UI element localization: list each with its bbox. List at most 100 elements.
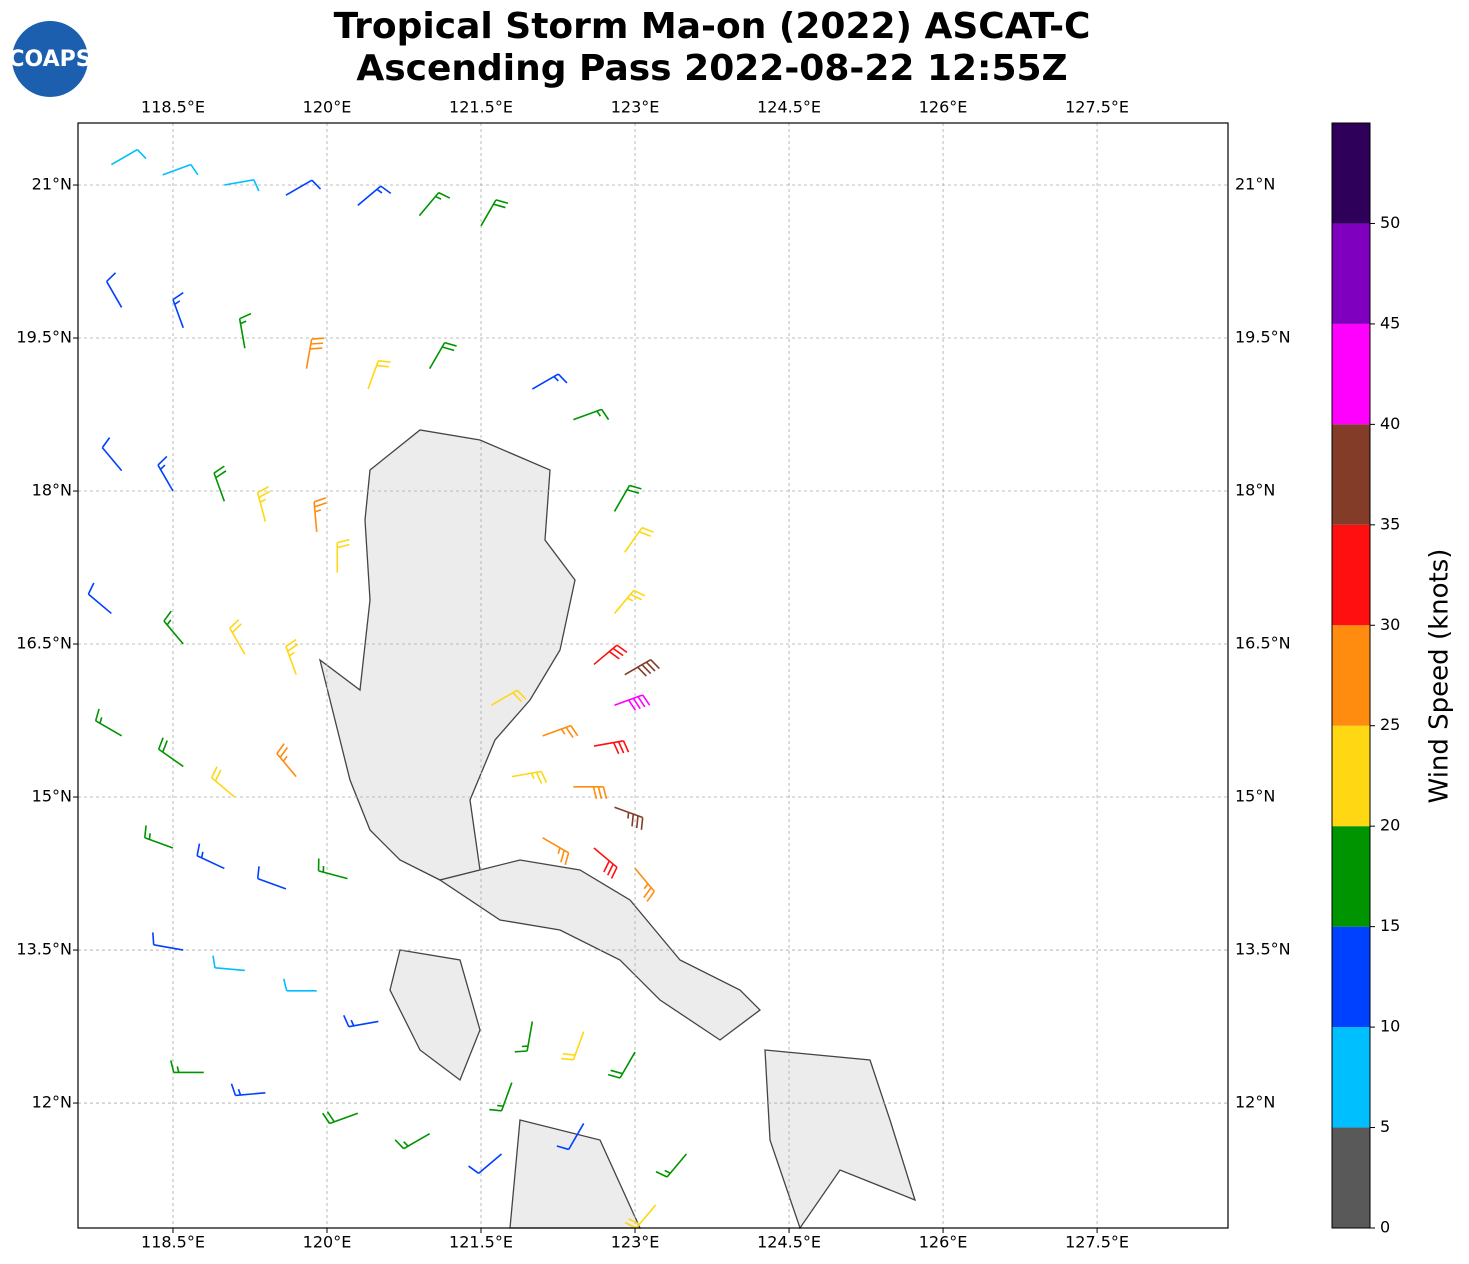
wind-barb [276,743,297,778]
wind-barb [230,1083,266,1097]
y-tick-label: 13.5°N [1235,940,1291,959]
y-tick-label: 18°N [1235,481,1275,500]
x-tick-label: 126°E [919,98,968,117]
title: Tropical Storm Ma-on (2022) ASCAT-C [334,6,1091,47]
colorbar-tick-label: 40 [1380,414,1400,433]
x-tick-label: 121.5°E [449,98,513,117]
colorbar-tick-label: 20 [1380,816,1400,835]
wind-barb [542,837,570,865]
wind-barb [655,1153,687,1178]
wind-barb [607,1051,636,1079]
colorbar-tick-label: 15 [1380,916,1400,935]
wind-barb [170,1060,204,1074]
colorbar-segment [1332,725,1370,827]
grid [78,123,1228,1228]
wind-barb [152,932,184,951]
y-tick-label: 12°N [32,1093,72,1112]
colorbar-tick-label: 10 [1380,1017,1400,1036]
colorbar-segment [1332,1127,1370,1228]
wind-barb [614,694,651,711]
wind-barb [593,740,630,755]
x-tick-label: 124.5°E [757,98,821,117]
wind-barb [542,724,579,738]
x-tick-label: 126°E [919,1233,968,1252]
x-tick-label: 120°E [303,1233,352,1252]
wind-barb [282,978,317,992]
wind-barb [256,485,271,522]
colorbar-tick-label: 35 [1380,514,1400,533]
wind-barb [489,1082,513,1112]
colorbar-segment [1332,625,1370,726]
colorbar-tick-label: 30 [1380,615,1400,634]
wind-barb [224,179,260,192]
wind-barb [305,337,325,369]
wind-barb [336,538,350,573]
y-tick-label: 16.5°N [1235,634,1291,653]
wind-barb [343,1015,379,1028]
colorbar-label: Wind Speed (knots) [1425,549,1455,804]
wind-barb [593,644,628,666]
colorbar-segment [1332,926,1370,1028]
map-frame [77,122,1229,1229]
y-tick-label: 16.5°N [16,634,72,653]
x-tick-label: 118.5°E [141,1233,205,1252]
wind-barb [428,341,457,370]
wind-barb [143,825,174,849]
wind-barb [367,360,391,390]
subtitle: Ascending Pass 2022-08-22 12:55Z [356,48,1067,89]
wind-barb [613,589,646,614]
wind-barb [468,1153,503,1174]
y-tick-label: 19.5°N [1235,328,1291,347]
colorbar-segment [1332,524,1370,626]
y-tick-label: 21°N [32,175,72,194]
wind-barb [157,455,174,492]
y-tick-label: 21°N [1235,175,1275,194]
colorbar-frame [1331,122,1371,1229]
x-tick-label: 123°E [611,1233,660,1252]
wind-barb [556,1123,585,1151]
wind-barb [634,867,655,902]
wind-barb [94,708,123,737]
wind-barb [229,619,246,655]
wind-barb [212,955,245,972]
y-tick-label: 13.5°N [16,940,72,959]
wind-barb [573,408,610,421]
logo-text: COAPS [8,47,91,72]
wind-barb [613,484,642,512]
wind-barb [238,312,252,349]
wind-barb [418,191,451,217]
x-tick-label: 127.5°E [1065,1233,1129,1252]
colorbar-tick-label: 0 [1380,1218,1390,1237]
x-tick-label: 121.5°E [449,1233,513,1252]
colorbar-segment [1332,826,1370,927]
y-tick-label: 19.5°N [16,328,72,347]
colorbar-tick-label: 25 [1380,715,1400,734]
samar-leyte [764,1049,917,1230]
wind-barb [573,786,608,800]
y-tick-label: 15°N [32,787,72,806]
land [318,429,917,1230]
wind-barb [514,1021,534,1053]
wind-barb [101,437,123,472]
wind-barb [480,199,509,227]
wind-barb [614,806,644,830]
wind-barb [624,658,660,677]
wind-barb [196,843,225,870]
colorbar-tick-label: 50 [1380,213,1400,232]
logo-globe [12,21,88,97]
colorbar-tick-label: 45 [1380,313,1400,332]
wind-barb [624,1204,657,1229]
wind-barb [357,185,392,207]
colorbar-segment [1332,223,1370,324]
wind-barb [285,179,322,196]
x-tick-label: 120°E [303,98,352,117]
wind-barb [490,689,527,706]
colorbar-segment [1332,123,1370,224]
x-tick-label: 118.5°E [141,98,205,117]
barbs [87,148,687,1229]
wind-barb [593,847,618,879]
luzon [318,429,576,881]
wind-barb [172,292,184,329]
y-tick-label: 18°N [32,481,72,500]
